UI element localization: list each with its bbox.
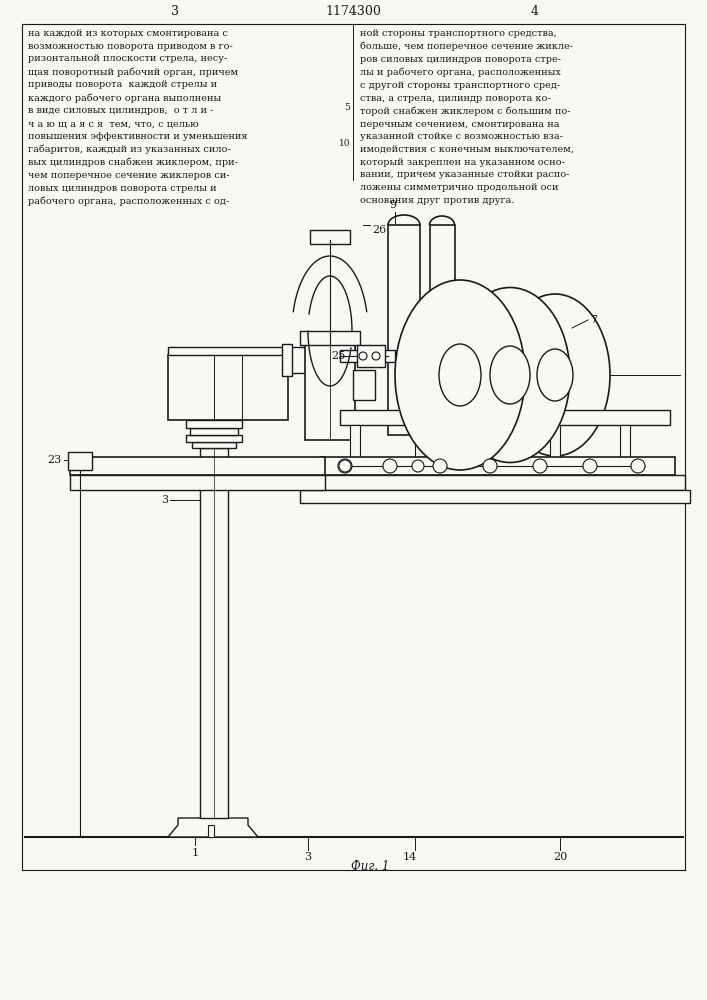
Bar	[620, 425, 630, 460]
Polygon shape	[168, 818, 258, 837]
Bar	[415, 425, 425, 460]
Text: 14: 14	[403, 852, 417, 862]
Text: 7: 7	[590, 315, 597, 325]
Bar	[550, 425, 560, 460]
Bar	[485, 425, 495, 460]
Text: 1: 1	[192, 848, 199, 858]
Circle shape	[433, 459, 447, 473]
Bar	[353, 370, 375, 400]
Bar	[168, 355, 288, 420]
Text: 10: 10	[339, 138, 350, 147]
Circle shape	[412, 460, 424, 472]
Bar	[68, 452, 92, 470]
Circle shape	[533, 459, 547, 473]
Text: 26: 26	[372, 225, 386, 235]
Text: Фиг. 1: Фиг. 1	[351, 860, 389, 873]
Ellipse shape	[537, 349, 573, 401]
Bar	[350, 425, 360, 460]
Text: 9: 9	[390, 200, 397, 210]
Circle shape	[583, 459, 597, 473]
Ellipse shape	[500, 294, 610, 456]
Circle shape	[359, 352, 367, 360]
Circle shape	[339, 460, 351, 472]
Bar	[186, 435, 242, 442]
Text: 5: 5	[344, 103, 350, 111]
Bar	[288, 347, 343, 373]
Text: 1174300: 1174300	[325, 5, 381, 18]
Text: 3: 3	[161, 495, 168, 505]
Bar	[190, 428, 238, 435]
Bar	[282, 344, 292, 376]
Text: 4: 4	[531, 5, 539, 18]
Bar	[70, 475, 325, 490]
Text: ной стороны транспортного средства,
больше, чем поперечное сечение жикле-
ров си: ной стороны транспортного средства, боль…	[360, 29, 574, 205]
Bar	[192, 442, 236, 448]
Bar	[320, 457, 675, 475]
Text: 23: 23	[48, 455, 62, 465]
Text: 20: 20	[553, 852, 567, 862]
Ellipse shape	[450, 288, 570, 462]
Text: 3: 3	[171, 5, 179, 18]
Bar	[70, 457, 325, 475]
Circle shape	[631, 459, 645, 473]
Text: 25: 25	[332, 351, 346, 361]
Ellipse shape	[395, 280, 525, 470]
Bar	[340, 410, 670, 425]
Circle shape	[383, 459, 397, 473]
Ellipse shape	[439, 344, 481, 406]
Text: на каждой из которых смонтирована с
возможностью поворота приводом в го-
ризонта: на каждой из которых смонтирована с возм…	[28, 29, 247, 206]
Bar	[300, 490, 690, 503]
Bar	[430, 225, 455, 425]
Text: 3: 3	[305, 852, 312, 862]
Bar	[310, 230, 350, 244]
Bar	[340, 350, 395, 362]
Bar	[200, 448, 228, 818]
Bar	[310, 475, 685, 490]
Bar	[208, 825, 214, 837]
Bar	[186, 420, 242, 428]
Bar	[300, 331, 360, 345]
Bar	[168, 347, 288, 355]
Ellipse shape	[490, 346, 530, 404]
Bar	[388, 225, 420, 435]
Circle shape	[372, 352, 380, 360]
Circle shape	[338, 459, 352, 473]
Bar	[305, 345, 355, 440]
Bar	[357, 345, 385, 367]
Circle shape	[483, 459, 497, 473]
